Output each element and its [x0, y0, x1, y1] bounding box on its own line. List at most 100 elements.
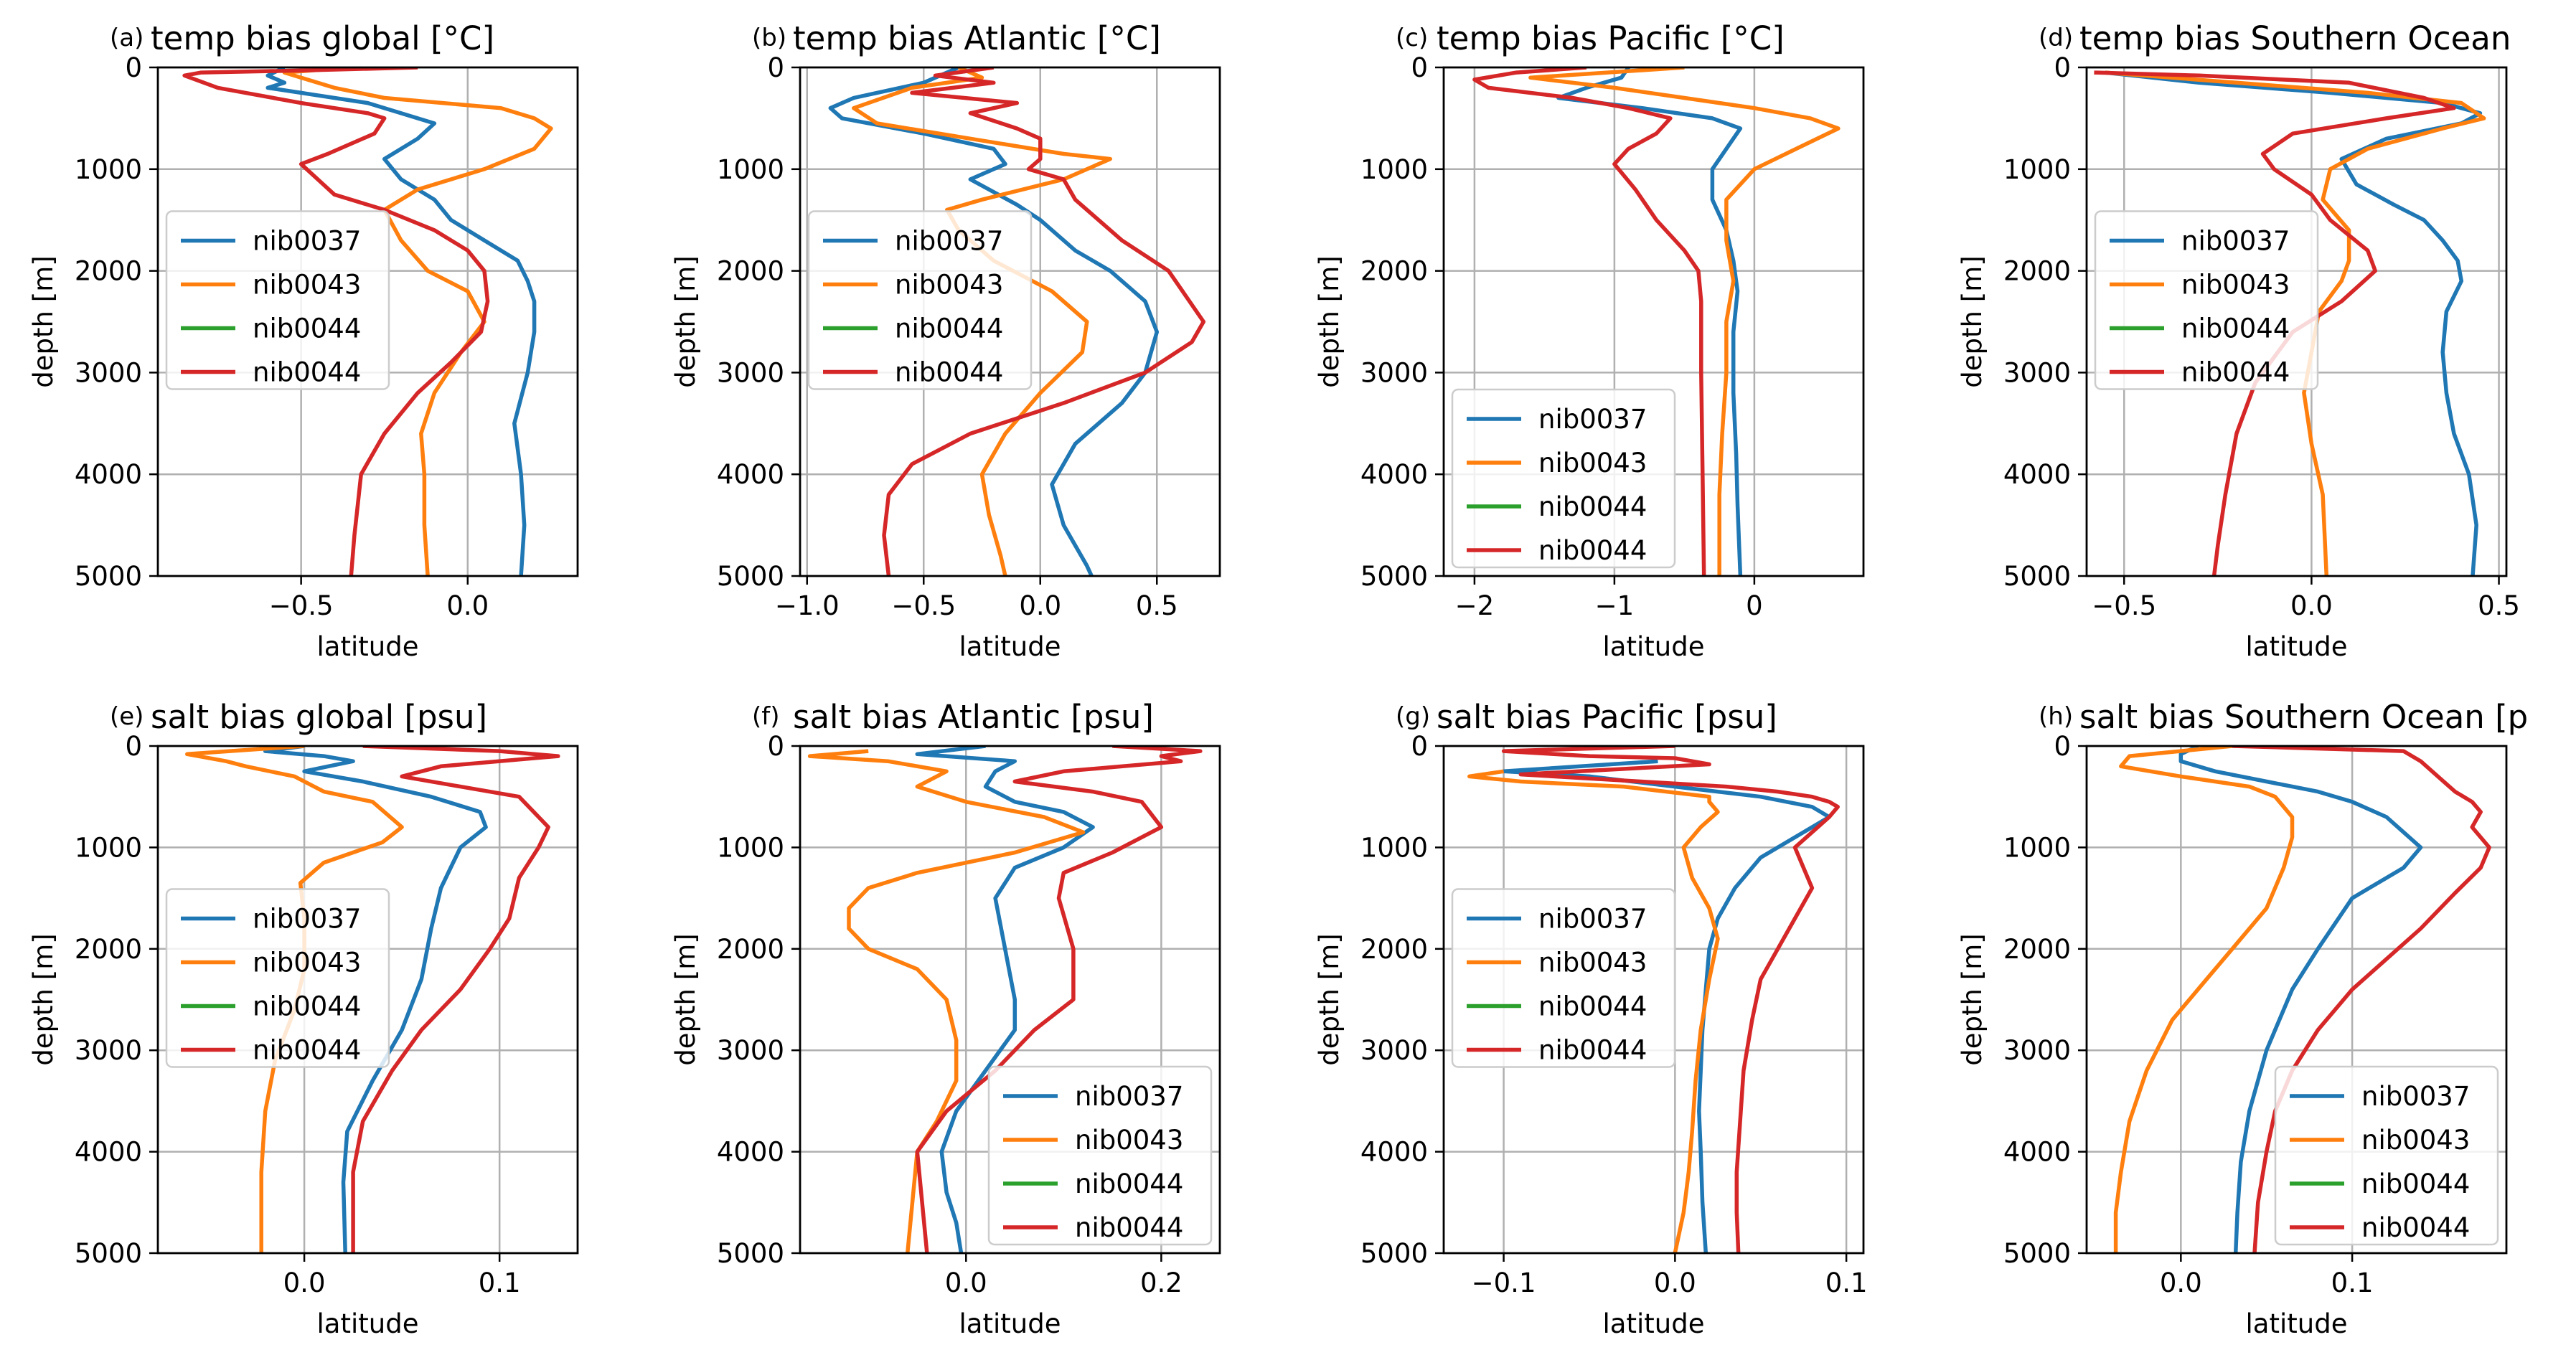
y-tick-label: 0	[125, 52, 142, 83]
y-tick-label: 4000	[717, 1137, 784, 1168]
y-tick-label: 5000	[1360, 561, 1428, 592]
x-tick-label: 0.1	[2331, 1267, 2374, 1298]
x-tick-label: −1.0	[775, 590, 840, 621]
series-group	[807, 746, 1203, 1253]
legend-entry: nib0044	[1538, 535, 1647, 566]
series-group	[1467, 746, 1840, 1253]
series-group	[182, 67, 553, 576]
x-tick-label: 0.5	[2478, 590, 2520, 621]
y-tick-label: 4000	[2003, 459, 2071, 490]
y-tick-label: 3000	[75, 1035, 142, 1066]
legend-entry: nib0044	[253, 357, 361, 388]
panel-title: salt bias Pacific [psu]	[1437, 698, 1777, 736]
x-tick-label: 0.0	[446, 590, 489, 621]
x-tick-label: −0.5	[2092, 590, 2156, 621]
series-line-nib0043	[1467, 769, 1720, 1253]
legend-entry: nib0037	[2181, 226, 2290, 257]
panel-letter: (g)	[1396, 702, 1430, 731]
x-tick-label: 0	[1746, 590, 1763, 621]
legend-entry: nib0037	[1538, 904, 1647, 935]
panel-letter: (f)	[752, 702, 780, 731]
legend-entry: nib0044	[895, 313, 1003, 344]
legend-entry: nib0037	[1538, 404, 1647, 435]
panel-title: temp bias Pacific [°C]	[1437, 19, 1785, 57]
legend-entry: nib0044	[2361, 1168, 2470, 1199]
x-axis-label: latitude	[959, 1308, 1061, 1339]
panel-d: −0.5 0.0 0.5 0 1000 2000 3000 4000 5000 latitude d…	[1957, 19, 2520, 662]
y-axis-label: depth [m]	[1314, 255, 1345, 387]
legend-box	[2094, 210, 2319, 390]
legend-box	[987, 1065, 1213, 1246]
y-tick-label: 3000	[75, 357, 142, 388]
panel-g: −0.1 0.0 0.1 0 1000 2000 3000 4000 5000 latitude d…	[1314, 698, 1868, 1339]
series-line-nib0043	[807, 749, 1086, 1253]
y-axis-label: depth [m]	[670, 933, 701, 1065]
y-axis-label: depth [m]	[1957, 255, 1988, 387]
legend: nib0037 nib0043 nib0044 nib0044	[1451, 388, 1676, 569]
axes-frame	[799, 66, 1221, 577]
series-line-nib0043	[2105, 70, 2486, 576]
y-tick-label: 1000	[2003, 832, 2071, 863]
series-group	[2094, 70, 2486, 576]
y-tick-label: 0	[1411, 731, 1428, 762]
panel-letter: (b)	[752, 24, 786, 52]
legend-entry: nib0044	[2361, 1212, 2470, 1243]
legend-entry: nib0044	[1075, 1212, 1183, 1243]
legend-entry: nib0044	[2181, 313, 2290, 344]
y-tick-label: 1000	[717, 154, 784, 185]
x-axis-label: latitude	[2246, 631, 2348, 662]
panel-letter: (d)	[2039, 24, 2073, 52]
y-tick-label: 4000	[1360, 459, 1428, 490]
legend-entry: nib0037	[2361, 1081, 2470, 1112]
panel-b: −1.0 −0.5 0.0 0.5 0 1000 2000 3000 4000 5000 latit…	[670, 19, 1221, 662]
legend-entry: nib0043	[1075, 1125, 1183, 1156]
y-tick-label: 4000	[75, 1137, 142, 1168]
panel-f: 0.0 0.2 0 1000 2000 3000 4000 5000 latitude depth…	[670, 698, 1221, 1339]
legend-box	[807, 210, 1033, 390]
x-axis-label: latitude	[317, 631, 419, 662]
panel-letter: (a)	[110, 24, 144, 52]
x-tick-label: 0.0	[283, 1267, 326, 1298]
series-line-nib0043	[185, 746, 404, 1253]
legend-entry: nib0044	[895, 357, 1003, 388]
x-tick-label: 0.1	[1825, 1267, 1868, 1298]
x-tick-label: 0.2	[1140, 1267, 1183, 1298]
y-tick-label: 0	[1411, 52, 1428, 83]
legend-entry: nib0043	[253, 948, 361, 978]
x-tick-label: 0.1	[479, 1267, 521, 1298]
panel-title: temp bias Atlantic [°C]	[793, 19, 1161, 57]
axes-frame	[2085, 745, 2508, 1255]
panel-c: −2 −1 0 0 1000 2000 3000 4000 5000 latitude depth …	[1314, 19, 1865, 662]
legend-entry: nib0043	[253, 270, 361, 301]
legend-entry: nib0043	[2361, 1125, 2470, 1156]
axes-frame	[799, 745, 1221, 1255]
y-tick-label: 0	[2054, 52, 2071, 83]
legend-entry: nib0044	[1538, 991, 1647, 1022]
series-line-nib0044	[2094, 70, 2456, 576]
x-tick-label: 0.0	[2160, 1267, 2202, 1298]
y-tick-label: 2000	[2003, 256, 2071, 287]
x-tick-label: 0.5	[1136, 590, 1178, 621]
panel-a: −0.5 0.0 0 1000 2000 3000 4000 5000 latitude dept…	[28, 19, 579, 662]
series-line-nib0044	[882, 67, 1206, 576]
y-tick-label: 3000	[1360, 357, 1428, 388]
axes-frame	[156, 745, 579, 1255]
legend-box	[1451, 888, 1676, 1068]
y-tick-label: 2000	[717, 256, 784, 287]
x-tick-label: −2	[1455, 590, 1495, 621]
legend-entry: nib0043	[895, 270, 1003, 301]
legend-box	[165, 888, 390, 1068]
y-tick-label: 5000	[75, 561, 142, 592]
y-tick-label: 2000	[75, 256, 142, 287]
y-tick-label: 0	[767, 52, 784, 83]
y-tick-label: 5000	[75, 1238, 142, 1269]
y-tick-label: 0	[767, 731, 784, 762]
y-tick-label: 5000	[717, 561, 784, 592]
legend-box	[2274, 1065, 2499, 1246]
x-tick-label: −0.1	[1472, 1267, 1536, 1298]
y-tick-label: 2000	[75, 934, 142, 965]
legend-entry: nib0037	[895, 226, 1003, 257]
y-tick-label: 5000	[1360, 1238, 1428, 1269]
series-line-nib0037	[265, 67, 537, 576]
